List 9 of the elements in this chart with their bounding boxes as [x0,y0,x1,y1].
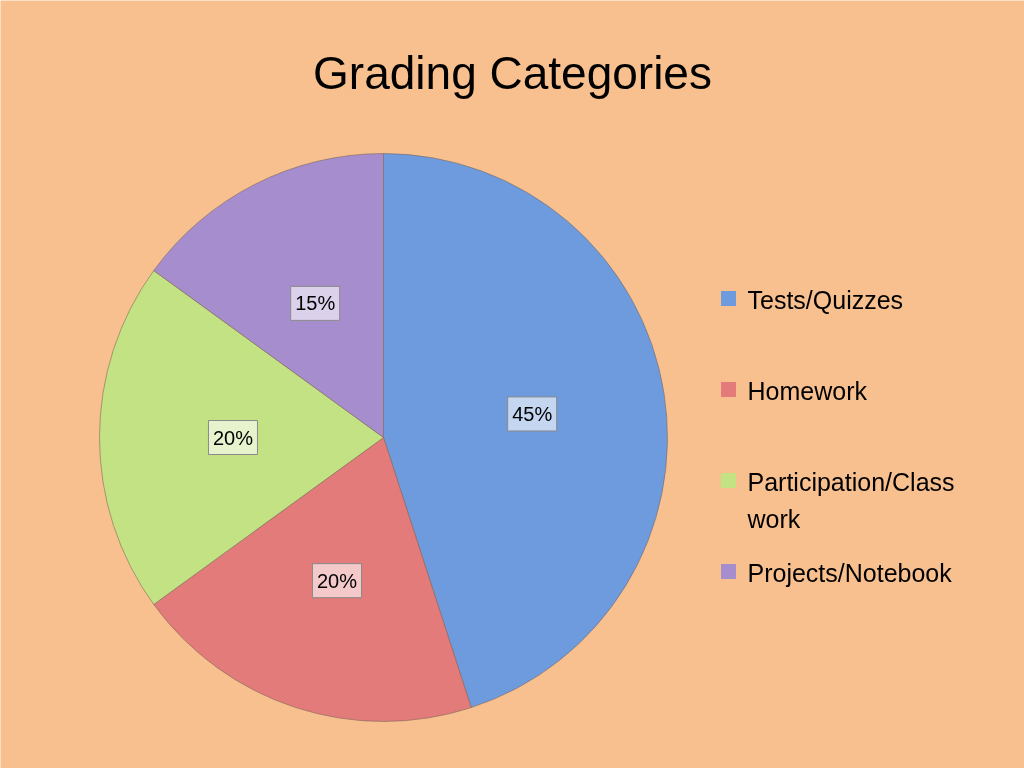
legend-label: Tests/Quizzes [747,285,904,314]
legend-label: Homework [747,376,868,405]
legend-label: Projects/Notebook [747,558,953,587]
data-label: 15% [295,292,336,315]
data-label: 20% [212,426,254,449]
data-label: 45% [512,402,553,425]
chart-title: Grading Categories [313,46,712,99]
legend-label: Participation/Class work [746,467,955,534]
data-label: 20% [316,569,358,592]
